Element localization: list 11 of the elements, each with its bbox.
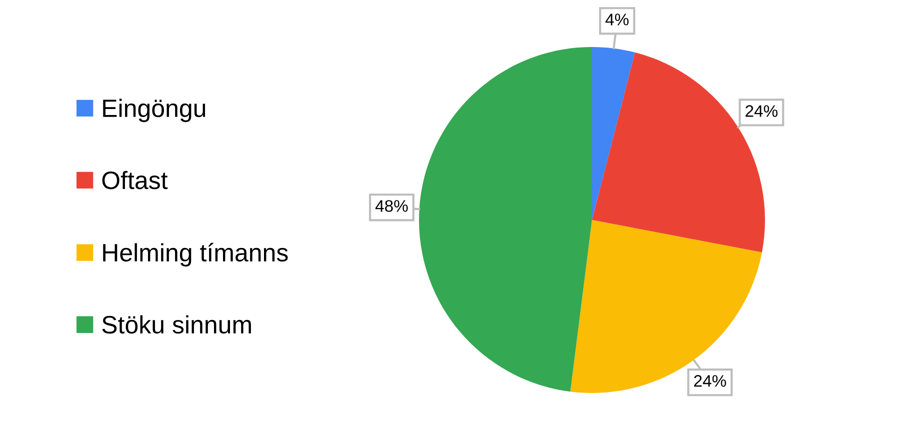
pie-slice xyxy=(570,220,762,393)
legend-label: Oftast xyxy=(102,170,168,190)
legend-label: Stöku sinnum xyxy=(102,315,251,334)
data-label: 24% xyxy=(694,375,726,387)
data-label: 48% xyxy=(375,200,408,212)
pie-slice xyxy=(592,47,636,220)
pie-slice xyxy=(419,47,592,392)
legend-label: Eingöngu xyxy=(103,98,206,122)
data-label: 24% xyxy=(746,105,778,117)
legend-label: Helming tímanns xyxy=(103,242,288,267)
data-label: 4% xyxy=(605,14,629,26)
